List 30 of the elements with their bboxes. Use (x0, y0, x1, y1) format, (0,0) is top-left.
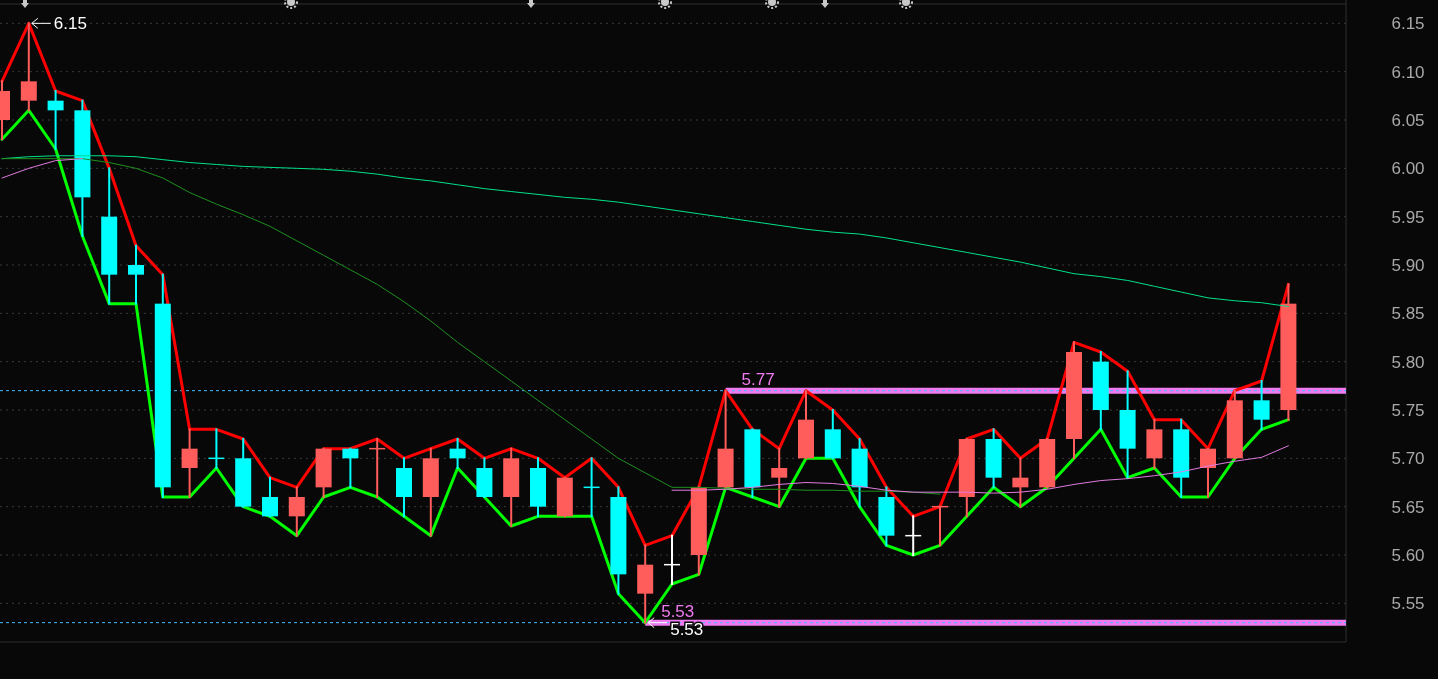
candlestick (47, 89, 64, 151)
line-series (1, 158, 941, 495)
candlestick (20, 21, 37, 113)
annotation: 5.53 (670, 620, 704, 640)
y-tick-label: 5.55 (1391, 594, 1425, 614)
candlestick (771, 446, 788, 509)
candlestick (288, 485, 305, 538)
y-tick-label: 6.00 (1391, 159, 1425, 179)
y-tick-label: 6.10 (1391, 62, 1425, 82)
candlestick (128, 243, 144, 306)
y-tick-label: 5.75 (1391, 400, 1425, 420)
y-tick-label: 5.95 (1391, 207, 1425, 227)
y-tick-label: 6.15 (1391, 14, 1425, 34)
candlestick (1012, 456, 1029, 509)
y-tick-label: 5.65 (1391, 497, 1425, 517)
y-tick-label: 6.05 (1391, 110, 1425, 130)
candlestick (1200, 446, 1216, 499)
y-tick-label: 5.60 (1391, 545, 1425, 565)
candlestick (1253, 379, 1270, 432)
y-tick-label: 5.85 (1391, 304, 1425, 324)
candlestick (449, 437, 466, 470)
y-tick-label: 5.70 (1391, 449, 1425, 469)
candlestick (342, 446, 359, 490)
ref-line-label: 5.53 (661, 601, 695, 621)
annotation: 6.15 (53, 14, 87, 34)
candlestick (262, 475, 278, 519)
y-tick-label: 5.80 (1391, 352, 1425, 372)
ref-line-label: 5.77 (741, 369, 775, 389)
candlestick (181, 427, 198, 499)
y-tick-label: 5.90 (1391, 255, 1425, 275)
